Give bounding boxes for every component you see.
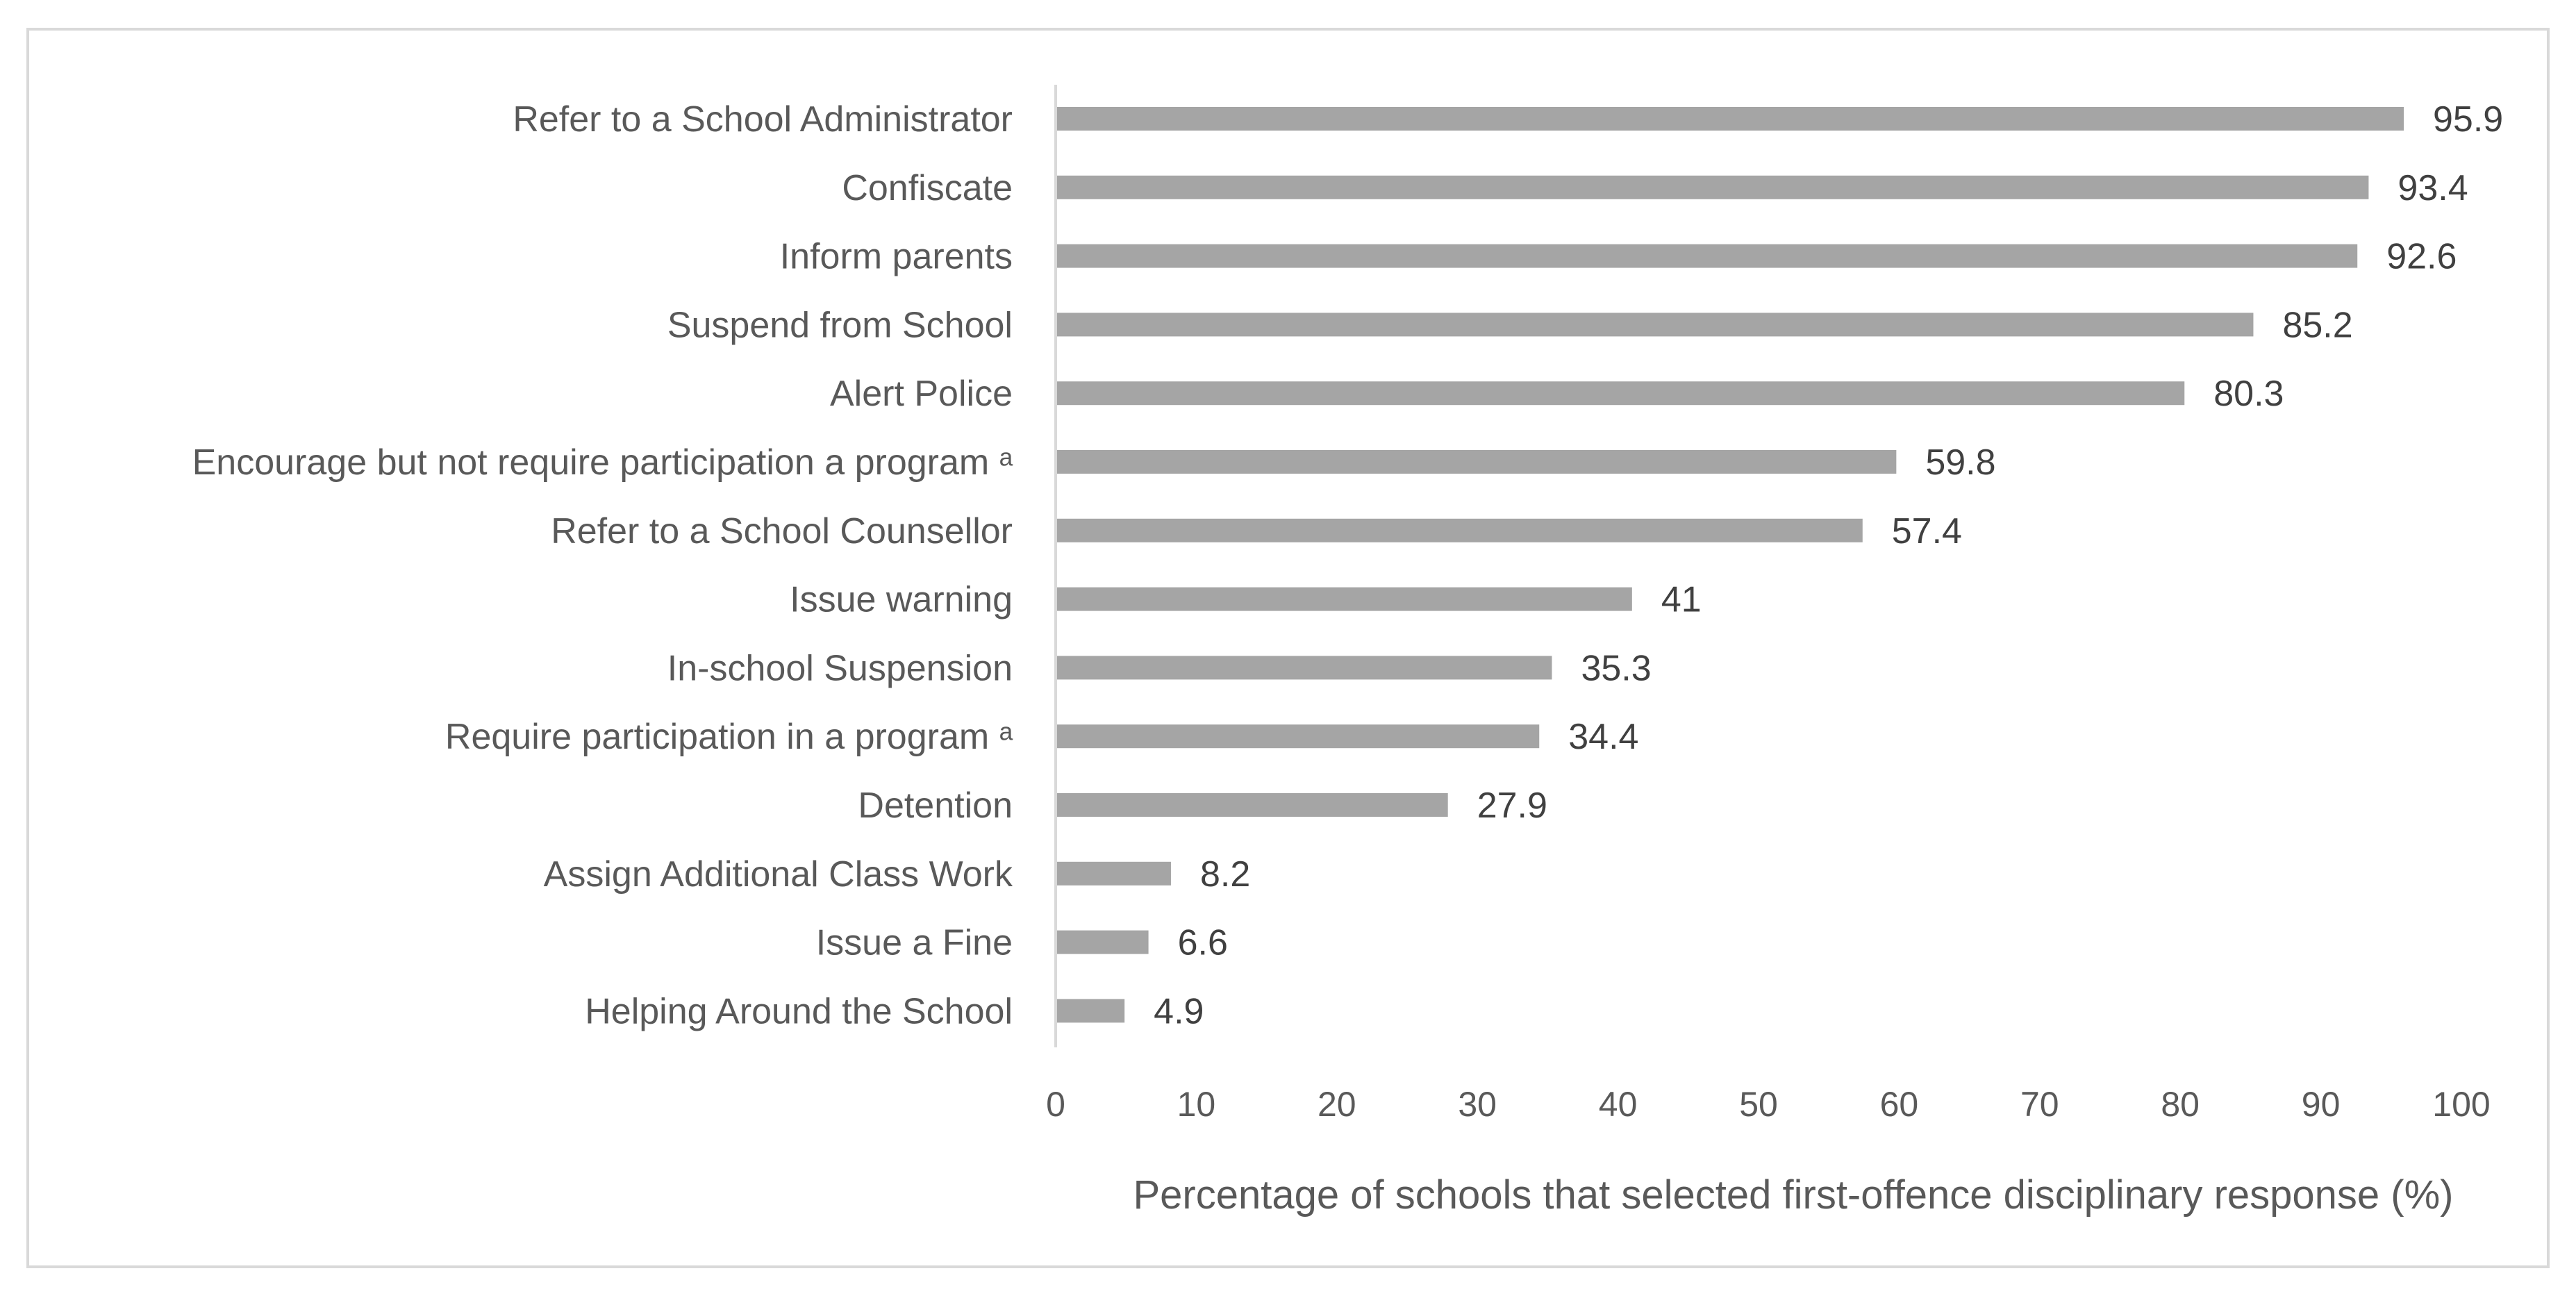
category-label: Inform parents (780, 237, 1013, 277)
x-tick-label: 10 (1177, 1085, 1216, 1124)
category-label: Issue a Fine (816, 923, 1013, 963)
bar (1056, 450, 1897, 474)
bar (1056, 861, 1171, 886)
category-labels: Refer to a School Administrator Confiscat… (192, 99, 1013, 1031)
data-label: 35.3 (1581, 648, 1651, 688)
data-label: 93.4 (2398, 168, 2468, 208)
data-label: 27.9 (1477, 786, 1547, 826)
x-tick-label: 50 (1739, 1085, 1778, 1124)
data-label: 95.9 (2433, 99, 2503, 140)
bars-layer (1056, 107, 2404, 1023)
x-tick-label: 20 (1318, 1085, 1356, 1124)
bar (1056, 724, 1540, 749)
data-label: 80.3 (2213, 374, 2284, 414)
bar (1056, 107, 2404, 131)
bar (1056, 313, 2254, 337)
bar (1056, 175, 2369, 199)
data-label: 8.2 (1200, 854, 1250, 895)
x-tick-label: 80 (2161, 1085, 2200, 1124)
category-label: Encourage but not require participation … (192, 442, 1013, 483)
data-label: 41 (1661, 580, 1702, 620)
data-label: 85.2 (2282, 305, 2352, 345)
data-label: 59.8 (1925, 442, 1995, 483)
category-label: Refer to a School Administrator (513, 99, 1013, 140)
x-tick-label: 100 (2432, 1085, 2490, 1124)
category-label: Refer to a School Counsellor (551, 511, 1013, 551)
bar (1056, 793, 1448, 817)
category-label: Confiscate (842, 168, 1013, 208)
x-tick-label: 60 (1880, 1085, 1919, 1124)
bar (1056, 381, 2185, 406)
category-label: Issue warning (790, 580, 1013, 620)
data-label: 57.4 (1892, 511, 1962, 551)
bar (1056, 999, 1125, 1023)
x-tick-label: 30 (1458, 1085, 1497, 1124)
x-tick-label: 0 (1046, 1085, 1065, 1124)
x-tick-label: 90 (2302, 1085, 2341, 1124)
category-label: Suspend from School (667, 305, 1013, 345)
data-label: 92.6 (2386, 237, 2457, 277)
data-label: 4.9 (1154, 991, 1204, 1031)
x-axis-title: Percentage of schools that selected firs… (1133, 1172, 2453, 1218)
chart-frame (26, 28, 2550, 1268)
bar (1056, 656, 1552, 680)
bar (1056, 587, 1632, 611)
x-axis-tick-labels: 0 10 20 30 40 50 60 70 80 90 100 (1046, 1085, 2491, 1124)
bar (1056, 518, 1863, 542)
bar (1056, 244, 2358, 268)
data-label: 6.6 (1178, 923, 1228, 963)
category-label: Assign Additional Class Work (544, 854, 1013, 895)
category-label: Require participation in a program ᵃ (445, 717, 1013, 757)
data-label: 34.4 (1568, 717, 1638, 757)
category-label: Helping Around the School (585, 991, 1013, 1031)
category-label: Alert Police (830, 374, 1013, 414)
category-label: In-school Suspension (667, 648, 1013, 688)
x-tick-label: 70 (2020, 1085, 2059, 1124)
x-tick-label: 40 (1599, 1085, 1638, 1124)
bar (1056, 930, 1149, 954)
category-label: Detention (858, 786, 1013, 826)
